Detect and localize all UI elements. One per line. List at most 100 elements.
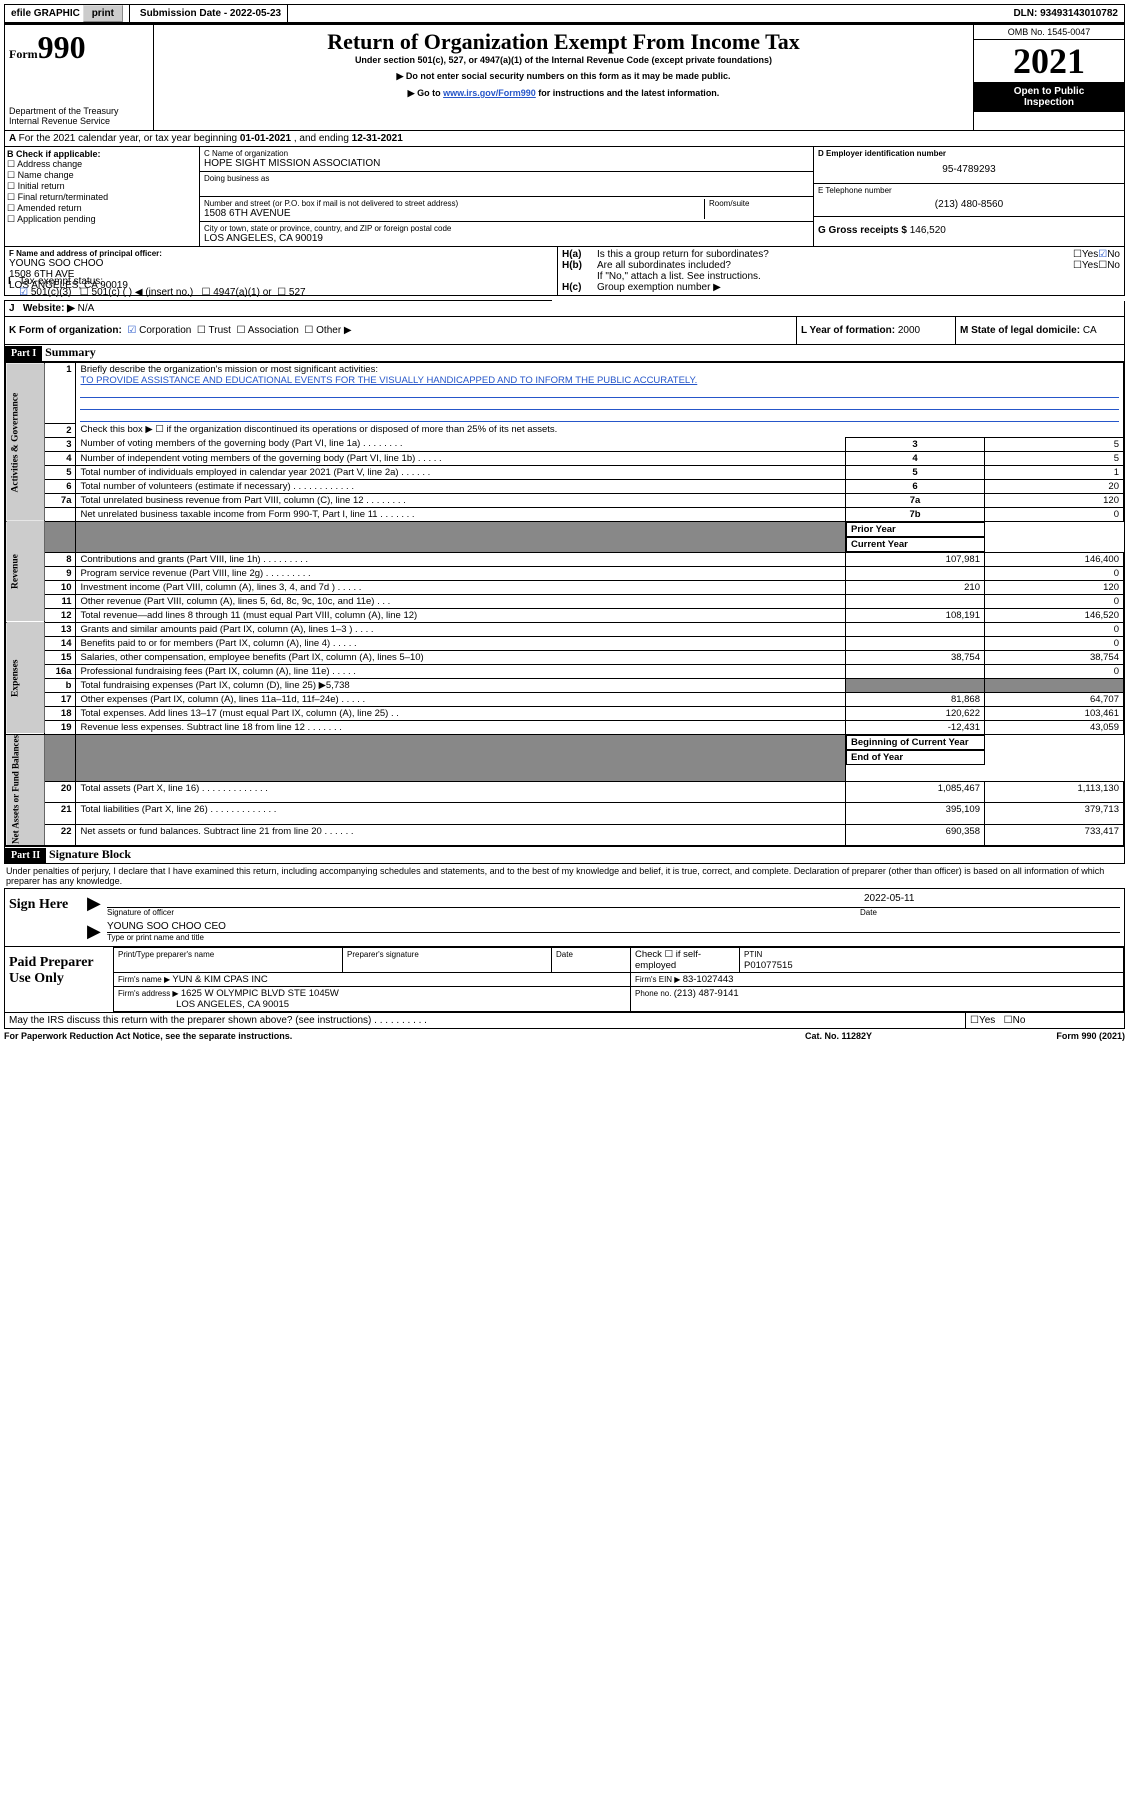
footer: For Paperwork Reduction Act Notice, see … (4, 1029, 1125, 1043)
col-current: Current Year (846, 537, 985, 552)
check-4947[interactable]: ☐ (202, 287, 211, 298)
line-klm: K Form of organization: ☑ Corporation ☐ … (4, 317, 1125, 345)
room-label: Room/suite (709, 199, 809, 208)
year-formation: 2000 (898, 325, 920, 336)
irs: Internal Revenue Service (9, 116, 149, 126)
part1-header: Part I (5, 346, 42, 361)
dept-treasury: Department of the Treasury (9, 106, 149, 116)
hb-no[interactable]: ☐No (1098, 260, 1120, 271)
gross-receipts: 146,520 (910, 225, 946, 236)
row-4: Number of independent voting members of … (76, 451, 846, 465)
row-9: Program service revenue (Part VIII, line… (76, 566, 846, 580)
part1-body: Activities & Governance 1 Briefly descri… (4, 362, 1125, 847)
prep-date-label: Date (556, 950, 573, 959)
check-application-pending[interactable]: ☐ Application pending (7, 214, 197, 225)
line-f-label: F Name and address of principal officer: (9, 249, 553, 258)
tab-net-assets: Net Assets or Fund Balances (6, 734, 45, 846)
sig-name-value: YOUNG SOO CHOO CEO (107, 921, 1120, 933)
row-22: Net assets or fund balances. Subtract li… (76, 824, 846, 845)
firm-address-1: 1625 W OLYMPIC BLVD STE 1045W (181, 988, 339, 999)
sig-date-value: 2022-05-11 (860, 893, 1120, 908)
row-19: Revenue less expenses. Subtract line 18 … (76, 720, 846, 734)
ha-no[interactable]: ☑No (1098, 249, 1120, 260)
officer-name: YOUNG SOO CHOO (9, 258, 553, 269)
row-8: Contributions and grants (Part VIII, lin… (76, 552, 846, 566)
discuss-yes[interactable]: ☐Yes (970, 1015, 995, 1026)
row-13: Grants and similar amounts paid (Part IX… (76, 622, 846, 636)
topbar: efile GRAPHIC print Submission Date - 20… (4, 4, 1125, 24)
ha-yes[interactable]: ☐Yes (1073, 249, 1098, 260)
row-6: Total number of volunteers (estimate if … (76, 479, 846, 493)
section-i: I Tax-exempt status: ☑ 501(c)(3) ☐ 501(c… (4, 274, 552, 301)
mission-text: TO PROVIDE ASSISTANCE AND EDUCATIONAL EV… (80, 375, 697, 386)
row-12: Total revenue—add lines 8 through 11 (mu… (76, 608, 846, 622)
sign-here-block: Sign Here ▶ Signature of officer 2022-05… (4, 888, 1125, 947)
row-15: Salaries, other compensation, employee b… (76, 650, 846, 664)
form-990-footer: Form 990 (2021) (1005, 1031, 1125, 1041)
check-501c[interactable]: ☐ (80, 287, 89, 298)
firm-name: YUN & KIM CPAS INC (172, 974, 267, 985)
check-527[interactable]: ☐ (277, 287, 286, 298)
open-inspection: Open to PublicInspection (974, 82, 1124, 112)
check-name-change[interactable]: ☐ Name change (7, 170, 197, 181)
discuss-no[interactable]: ☐No (1004, 1015, 1026, 1026)
row-16b: Total fundraising expenses (Part IX, col… (76, 678, 846, 692)
street-address: 1508 6TH AVENUE (204, 208, 704, 219)
efile-label: efile GRAPHIC print (5, 5, 130, 22)
row-20: Total assets (Part X, line 16) . . . . .… (76, 781, 846, 802)
line-g-label: G Gross receipts $ (818, 225, 910, 236)
print-button[interactable]: print (83, 5, 123, 22)
omb-number: OMB No. 1545-0047 (974, 25, 1124, 40)
sig-name-label: Type or print name and title (107, 933, 1120, 942)
form-header: Form990 Department of the Treasury Inter… (4, 24, 1125, 131)
row-3: Number of voting members of the governin… (76, 437, 846, 451)
check-corporation[interactable]: ☑ (127, 325, 136, 336)
line-a: A For the 2021 calendar year, or tax yea… (4, 131, 1125, 147)
val-7b: 0 (985, 507, 1124, 521)
val-5: 1 (985, 465, 1124, 479)
check-amended-return[interactable]: ☐ Amended return (7, 203, 197, 214)
state-domicile: CA (1083, 325, 1097, 336)
q1-label: Briefly describe the organization's miss… (80, 364, 378, 375)
val-6: 20 (985, 479, 1124, 493)
self-employed[interactable]: Check ☐ if self-employed (631, 948, 740, 973)
row-14: Benefits paid to or for members (Part IX… (76, 636, 846, 650)
part2-title: Signature Block (49, 847, 131, 861)
check-other[interactable]: ☐ (304, 325, 313, 336)
row-11: Other revenue (Part VIII, column (A), li… (76, 594, 846, 608)
subtitle-3: ▶ Go to www.irs.gov/Form990 for instruct… (158, 88, 969, 99)
dba-label: Doing business as (204, 174, 809, 183)
line-b-header: B Check if applicable: (7, 149, 197, 159)
section-bcdefg: B Check if applicable: ☐ Address change … (4, 147, 1125, 247)
tax-year: 2021 (974, 40, 1124, 82)
declaration: Under penalties of perjury, I declare th… (4, 864, 1125, 888)
line-h-ifno: If "No," attach a list. See instructions… (562, 271, 1120, 282)
paperwork-notice: For Paperwork Reduction Act Notice, see … (4, 1031, 805, 1041)
row-21: Total liabilities (Part X, line 26) . . … (76, 803, 846, 824)
ptin-value: P01077515 (744, 960, 793, 971)
check-address-change[interactable]: ☐ Address change (7, 159, 197, 170)
line-d-label: D Employer identification number (818, 149, 1120, 158)
city-label: City or town, state or province, country… (204, 224, 809, 233)
line-c-label: C Name of organization (204, 149, 809, 158)
part1-title: Summary (45, 345, 96, 359)
check-final-return[interactable]: ☐ Final return/terminated (7, 192, 197, 203)
row-16a: Professional fundraising fees (Part IX, … (76, 664, 846, 678)
check-501c3[interactable]: ☑ (19, 287, 28, 298)
tab-expenses: Expenses (6, 622, 45, 734)
irs-link[interactable]: www.irs.gov/Form990 (443, 88, 536, 98)
line-ha: Is this a group return for subordinates? (597, 249, 1073, 260)
col-end: End of Year (846, 750, 985, 765)
check-initial-return[interactable]: ☐ Initial return (7, 181, 197, 192)
form-title: Return of Organization Exempt From Incom… (158, 29, 969, 55)
sig-date-label: Date (860, 908, 1120, 917)
dln: DLN: 93493143010782 (1007, 5, 1124, 22)
prep-sig-label: Preparer's signature (347, 950, 419, 959)
firm-ein: 83-1027443 (683, 974, 734, 985)
q2-text: Check this box ▶ ☐ if the organization d… (76, 423, 1124, 437)
hb-yes[interactable]: ☐Yes (1073, 260, 1098, 271)
form-number: Form990 (9, 29, 149, 66)
ptin-label: PTIN (744, 950, 762, 959)
check-trust[interactable]: ☐ (197, 325, 206, 336)
check-association[interactable]: ☐ (236, 325, 245, 336)
